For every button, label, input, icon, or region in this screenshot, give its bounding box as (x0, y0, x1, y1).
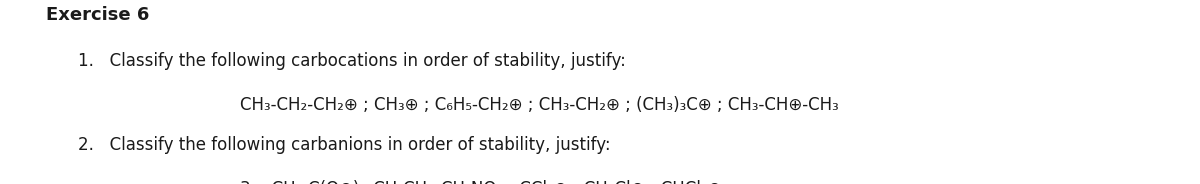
Text: 2.   Classify the following carbanions in order of stability, justify:: 2. Classify the following carbanions in … (78, 136, 611, 154)
Text: 3.   CH₃-C(O⊖)=CH-CH=CH-NO₂ ; CCl₃⊖ ; CH₂Cl⊖ ; CHCl₂⊖: 3. CH₃-C(O⊖)=CH-CH=CH-NO₂ ; CCl₃⊖ ; CH₂C… (240, 180, 721, 184)
Text: Exercise 6: Exercise 6 (46, 6, 149, 24)
Text: CH₃-CH₂-CH₂⊕ ; CH₃⊕ ; C₆H₅-CH₂⊕ ; CH₃-CH₂⊕ ; (CH₃)₃C⊕ ; CH₃-CH⊕-CH₃: CH₃-CH₂-CH₂⊕ ; CH₃⊕ ; C₆H₅-CH₂⊕ ; CH₃-CH… (240, 96, 839, 114)
Text: 1.   Classify the following carbocations in order of stability, justify:: 1. Classify the following carbocations i… (78, 52, 626, 70)
